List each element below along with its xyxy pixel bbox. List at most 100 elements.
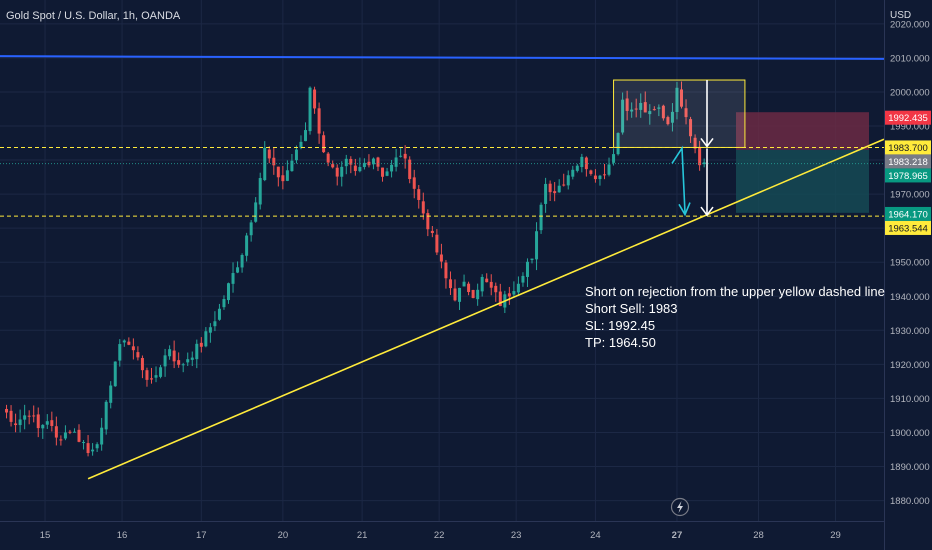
candle-body bbox=[340, 166, 344, 177]
candle-body bbox=[213, 321, 217, 327]
candle-body bbox=[308, 87, 312, 132]
trade-annotation: Short on rejection from the upper yellow… bbox=[585, 284, 885, 350]
candle-body bbox=[86, 443, 90, 454]
candle-body bbox=[222, 299, 226, 308]
candle-body bbox=[82, 442, 86, 444]
price-tick-label: 1900.000 bbox=[890, 428, 930, 439]
candle-body bbox=[616, 133, 620, 155]
candle-body bbox=[562, 184, 566, 186]
candle-body bbox=[521, 275, 525, 283]
candle-body bbox=[186, 359, 190, 363]
price-label-box bbox=[885, 154, 931, 169]
candle-body bbox=[172, 350, 176, 362]
candle-body bbox=[14, 423, 18, 426]
time-axis[interactable]: 15 16 17 20 21 22 23 24 27 28 29 bbox=[40, 530, 841, 541]
candle-body bbox=[412, 177, 416, 189]
candle-body bbox=[435, 234, 439, 253]
time-tick-label: 29 bbox=[830, 530, 841, 541]
candle-body bbox=[254, 202, 258, 222]
candle-body bbox=[480, 276, 484, 292]
candle-body bbox=[358, 167, 362, 172]
candle-body bbox=[390, 164, 394, 172]
annotation-line-1: Short on rejection from the upper yellow… bbox=[585, 284, 885, 299]
candle-body bbox=[18, 419, 22, 426]
candle-body bbox=[240, 254, 244, 268]
candle-body bbox=[575, 165, 579, 171]
price-axis[interactable]: 1880.000 1890.000 1900.000 1910.000 1920.000… bbox=[890, 19, 930, 507]
stop-loss-zone bbox=[736, 112, 869, 150]
candle-body bbox=[580, 156, 584, 168]
annotation-line-3: SL: 1992.45 bbox=[585, 318, 655, 333]
price-label-text: 1983.218 bbox=[888, 157, 928, 168]
candle-body bbox=[625, 98, 629, 111]
candle-body bbox=[281, 175, 285, 182]
time-tick-label: 15 bbox=[40, 530, 51, 541]
candle-body bbox=[104, 401, 108, 430]
price-tick-label: 2010.000 bbox=[890, 53, 930, 64]
candle-body bbox=[145, 370, 149, 380]
candle-body bbox=[245, 235, 249, 256]
candle-body bbox=[181, 364, 185, 366]
price-tick-label: 1880.000 bbox=[890, 496, 930, 507]
time-tick-label: 22 bbox=[434, 530, 445, 541]
candle-body bbox=[444, 262, 448, 279]
candle-body bbox=[553, 191, 557, 194]
candle-body bbox=[195, 343, 199, 360]
candle-body bbox=[72, 431, 76, 433]
annotation-overlay bbox=[613, 79, 746, 217]
candle-body bbox=[381, 167, 385, 177]
candle-body bbox=[421, 201, 425, 214]
rejection-box bbox=[613, 79, 746, 148]
candle-body bbox=[227, 283, 230, 301]
candle-body bbox=[9, 410, 13, 422]
candle-body bbox=[267, 149, 271, 159]
candle-body bbox=[276, 166, 280, 178]
candle-body bbox=[249, 222, 253, 236]
arrow-white-lower-head bbox=[700, 206, 714, 217]
candle-body bbox=[331, 164, 335, 168]
candle-body bbox=[258, 178, 262, 205]
candle-body bbox=[467, 283, 471, 293]
candle-body bbox=[50, 420, 54, 426]
price-label-text: 1992.435 bbox=[888, 113, 928, 124]
candle-body bbox=[344, 158, 348, 167]
candle-body bbox=[485, 278, 489, 283]
candle-body bbox=[430, 230, 434, 234]
candle-body bbox=[458, 287, 462, 302]
candle-body bbox=[639, 102, 643, 110]
candle-body bbox=[208, 327, 212, 333]
candle-body bbox=[612, 154, 616, 163]
candle-body bbox=[680, 89, 683, 107]
candle-body bbox=[476, 289, 480, 300]
price-tick-label: 2020.000 bbox=[890, 19, 930, 30]
candle-body bbox=[177, 360, 181, 365]
candle-body bbox=[313, 89, 317, 109]
candle-body bbox=[399, 155, 403, 157]
candle-body bbox=[54, 426, 58, 438]
candle-body bbox=[439, 254, 443, 262]
candle-body bbox=[59, 439, 63, 441]
candle-body bbox=[367, 161, 371, 166]
candle-body bbox=[149, 378, 153, 380]
candle-body bbox=[109, 385, 113, 403]
time-tick-label: 28 bbox=[753, 530, 764, 541]
candle-body bbox=[648, 111, 652, 115]
candle-body bbox=[630, 109, 634, 112]
candle-body bbox=[204, 331, 208, 347]
price-label-box bbox=[885, 220, 931, 235]
candle-body bbox=[453, 288, 457, 301]
candle-body bbox=[199, 342, 203, 347]
candle-body bbox=[394, 157, 398, 167]
resistance-line bbox=[0, 55, 885, 60]
candle-body bbox=[159, 367, 163, 377]
candle-body bbox=[489, 281, 493, 288]
candle-body bbox=[698, 146, 702, 166]
lightning-icon[interactable] bbox=[670, 497, 690, 517]
position-zones bbox=[736, 112, 869, 213]
candle-body bbox=[557, 185, 561, 193]
price-tick-label: 1940.000 bbox=[890, 292, 930, 303]
candle-body bbox=[403, 153, 407, 159]
candle-body bbox=[512, 291, 516, 295]
